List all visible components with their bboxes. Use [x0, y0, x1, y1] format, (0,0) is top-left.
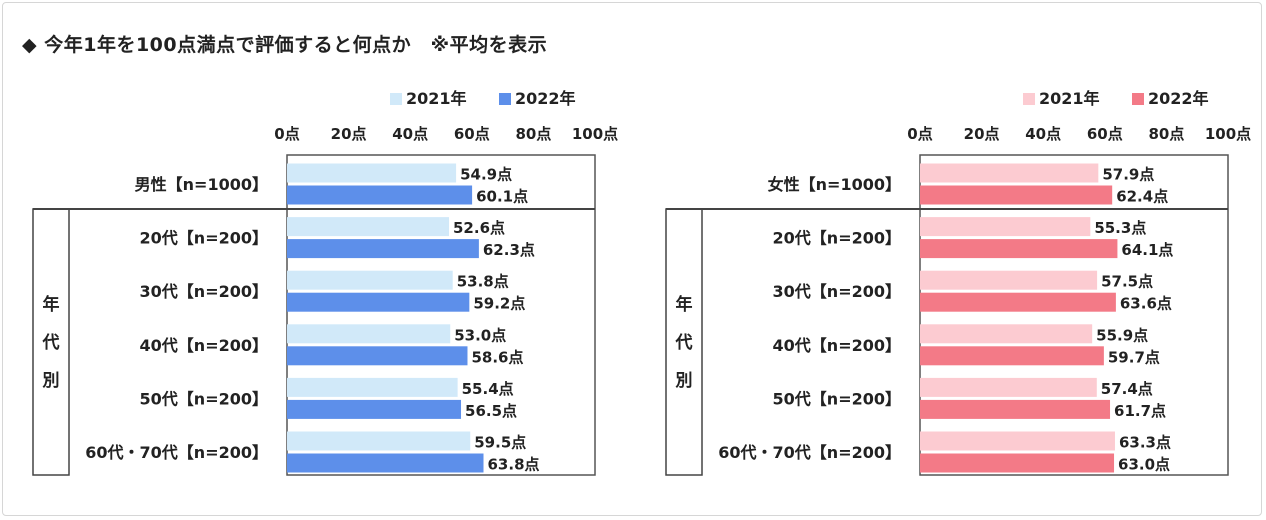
data-label: 57.9点: [1102, 166, 1154, 184]
data-label: 53.8点: [457, 273, 509, 291]
bar-2022: [920, 453, 1115, 473]
bar-2022: [287, 185, 473, 205]
age-group-box: [32, 208, 70, 476]
data-label: 62.4点: [1116, 188, 1168, 206]
legend-label-2: 2022年: [515, 89, 576, 108]
bar-2021: [287, 377, 458, 397]
data-label: 56.5点: [465, 402, 517, 420]
bar-2021: [287, 163, 457, 183]
legend-label-2: 2022年: [1148, 89, 1209, 108]
category-label: 20代【n=200】: [773, 229, 901, 248]
bar-2022: [920, 399, 1111, 419]
category-label: 50代【n=200】: [773, 389, 901, 408]
data-label: 57.4点: [1101, 380, 1153, 398]
data-label: 54.9点: [460, 166, 512, 184]
data-label: 58.6点: [471, 348, 523, 366]
plot-area: [919, 154, 1229, 476]
category-label: 30代【n=200】: [773, 282, 901, 301]
data-label: 63.0点: [1118, 456, 1170, 474]
data-label: 63.8点: [488, 456, 540, 474]
legend-label-1: 2021年: [406, 89, 467, 108]
bar-2021: [920, 377, 1097, 397]
bar-2022: [287, 453, 484, 473]
category-label: 60代・70代【n=200】: [718, 443, 901, 462]
legend-swatch-2: [1132, 93, 1144, 105]
data-label: 55.3点: [1094, 219, 1146, 237]
bar-2021: [287, 324, 451, 344]
bar-2021: [287, 431, 471, 451]
category-label: 40代【n=200】: [773, 336, 901, 355]
x-tick-label: 100点: [1205, 125, 1251, 143]
bar-2021: [920, 431, 1115, 451]
x-tick-label: 80点: [515, 125, 551, 143]
data-label: 52.6点: [453, 219, 505, 237]
age-group-label: 年代別: [675, 294, 693, 391]
category-label: 50代【n=200】: [140, 389, 268, 408]
legend-swatch-1: [1023, 93, 1035, 105]
plot-area: [286, 154, 596, 476]
data-label: 63.3点: [1119, 434, 1171, 452]
data-label: 61.7点: [1114, 402, 1166, 420]
category-label: 20代【n=200】: [140, 229, 268, 248]
bar-2022: [287, 399, 462, 419]
x-tick-label: 40点: [1025, 125, 1061, 143]
x-tick-label: 20点: [331, 125, 367, 143]
data-label: 63.6点: [1120, 295, 1172, 313]
legend-swatch-2: [499, 93, 511, 105]
category-label: 女性【n=1000】: [768, 175, 901, 194]
category-label: 男性【n=1000】: [135, 175, 268, 194]
bar-2022: [920, 239, 1118, 259]
data-label: 62.3点: [483, 241, 535, 259]
x-tick-label: 100点: [572, 125, 618, 143]
x-tick-label: 0点: [274, 125, 299, 143]
data-label: 55.9点: [1096, 326, 1148, 344]
bar-2022: [920, 185, 1113, 205]
legend-label-1: 2021年: [1039, 89, 1100, 108]
x-tick-label: 40点: [392, 125, 428, 143]
bar-2022: [920, 292, 1116, 312]
data-label: 57.5点: [1101, 273, 1153, 291]
bar-2022: [287, 346, 468, 366]
bar-2021: [920, 270, 1098, 290]
x-tick-label: 60点: [454, 125, 490, 143]
bar-2021: [920, 324, 1093, 344]
bar-2021: [287, 270, 453, 290]
data-label: 60.1点: [476, 188, 528, 206]
bar-2022: [287, 292, 470, 312]
bar-2022: [287, 239, 479, 259]
legend-swatch-1: [390, 93, 402, 105]
bar-2021: [287, 217, 450, 237]
data-label: 59.7点: [1108, 348, 1160, 366]
data-label: 53.0点: [454, 326, 506, 344]
x-tick-label: 0点: [907, 125, 932, 143]
data-label: 64.1点: [1121, 241, 1173, 259]
age-group-label: 年代別: [42, 294, 60, 391]
category-label: 40代【n=200】: [140, 336, 268, 355]
bar-2022: [920, 346, 1104, 366]
age-group-box: [665, 208, 703, 476]
x-tick-label: 80点: [1148, 125, 1184, 143]
x-tick-label: 60点: [1087, 125, 1123, 143]
data-label: 59.2点: [473, 295, 525, 313]
x-tick-label: 20点: [964, 125, 1000, 143]
category-label: 60代・70代【n=200】: [85, 443, 268, 462]
data-label: 55.4点: [462, 380, 514, 398]
data-label: 59.5点: [474, 434, 526, 452]
chart-title: ◆ 今年1年を100点満点で評価すると何点か ※平均を表示: [22, 34, 548, 56]
bar-2021: [920, 217, 1091, 237]
bar-2021: [920, 163, 1099, 183]
category-label: 30代【n=200】: [140, 282, 268, 301]
